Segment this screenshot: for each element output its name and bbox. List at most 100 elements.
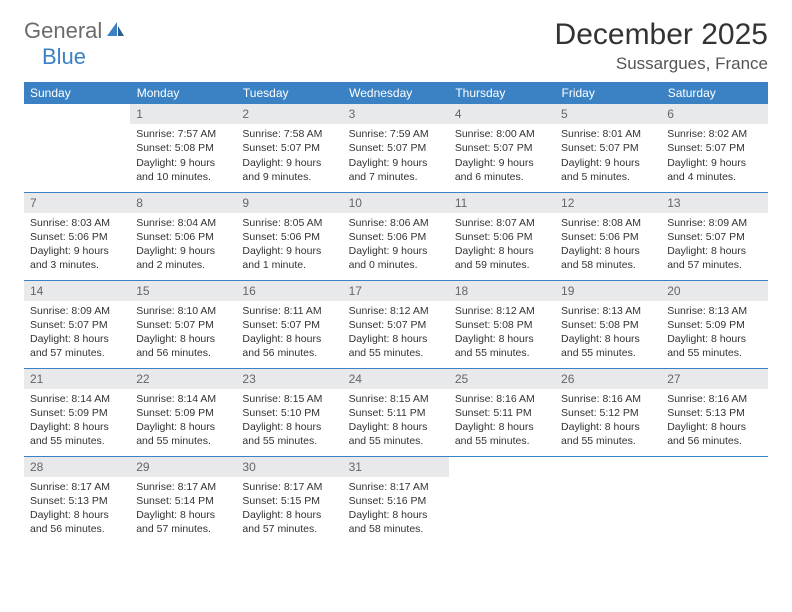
sunset-text: Sunset: 5:14 PM [136,494,230,508]
daylight-text: Daylight: 8 hours and 56 minutes. [242,332,336,360]
daylight-text: Daylight: 8 hours and 55 minutes. [667,332,761,360]
day-details: Sunrise: 8:14 AMSunset: 5:09 PMDaylight:… [130,389,236,453]
sunrise-text: Sunrise: 8:06 AM [349,216,443,230]
day-number: 26 [555,369,661,389]
sunset-text: Sunset: 5:07 PM [561,141,655,155]
day-number [555,457,661,477]
daylight-text: Daylight: 9 hours and 1 minute. [242,244,336,272]
sunset-text: Sunset: 5:06 PM [455,230,549,244]
sunrise-text: Sunrise: 8:16 AM [667,392,761,406]
calendar-cell: 7Sunrise: 8:03 AMSunset: 5:06 PMDaylight… [24,192,130,280]
day-details: Sunrise: 8:10 AMSunset: 5:07 PMDaylight:… [130,301,236,365]
calendar-cell: 3Sunrise: 7:59 AMSunset: 5:07 PMDaylight… [343,104,449,192]
day-details: Sunrise: 8:06 AMSunset: 5:06 PMDaylight:… [343,213,449,277]
calendar-cell: 4Sunrise: 8:00 AMSunset: 5:07 PMDaylight… [449,104,555,192]
logo: General [24,18,127,44]
calendar-cell: 12Sunrise: 8:08 AMSunset: 5:06 PMDayligh… [555,192,661,280]
day-number: 17 [343,281,449,301]
day-number: 3 [343,104,449,124]
day-details: Sunrise: 8:17 AMSunset: 5:16 PMDaylight:… [343,477,449,541]
daylight-text: Daylight: 8 hours and 55 minutes. [136,420,230,448]
sunrise-text: Sunrise: 8:09 AM [30,304,124,318]
sunset-text: Sunset: 5:06 PM [349,230,443,244]
day-details: Sunrise: 8:02 AMSunset: 5:07 PMDaylight:… [661,124,767,188]
day-number [449,457,555,477]
sunrise-text: Sunrise: 8:01 AM [561,127,655,141]
sunset-text: Sunset: 5:11 PM [455,406,549,420]
calendar-cell: 8Sunrise: 8:04 AMSunset: 5:06 PMDaylight… [130,192,236,280]
calendar-cell: 9Sunrise: 8:05 AMSunset: 5:06 PMDaylight… [236,192,342,280]
sunset-text: Sunset: 5:07 PM [667,141,761,155]
day-number: 27 [661,369,767,389]
sunset-text: Sunset: 5:07 PM [349,318,443,332]
weekday-header: Saturday [661,82,767,104]
month-title: December 2025 [555,18,768,52]
day-details: Sunrise: 8:09 AMSunset: 5:07 PMDaylight:… [24,301,130,365]
day-number: 19 [555,281,661,301]
calendar-cell: 22Sunrise: 8:14 AMSunset: 5:09 PMDayligh… [130,368,236,456]
day-number: 20 [661,281,767,301]
calendar-row: 21Sunrise: 8:14 AMSunset: 5:09 PMDayligh… [24,368,768,456]
day-number: 10 [343,193,449,213]
day-details: Sunrise: 8:13 AMSunset: 5:09 PMDaylight:… [661,301,767,365]
location: Sussargues, France [555,54,768,74]
day-number: 11 [449,193,555,213]
sunrise-text: Sunrise: 8:10 AM [136,304,230,318]
day-number: 8 [130,193,236,213]
sunrise-text: Sunrise: 8:16 AM [455,392,549,406]
sunrise-text: Sunrise: 8:14 AM [136,392,230,406]
day-details: Sunrise: 8:09 AMSunset: 5:07 PMDaylight:… [661,213,767,277]
calendar-cell: 28Sunrise: 8:17 AMSunset: 5:13 PMDayligh… [24,456,130,544]
sunrise-text: Sunrise: 8:12 AM [349,304,443,318]
daylight-text: Daylight: 9 hours and 0 minutes. [349,244,443,272]
calendar-cell: 29Sunrise: 8:17 AMSunset: 5:14 PMDayligh… [130,456,236,544]
calendar-cell: 15Sunrise: 8:10 AMSunset: 5:07 PMDayligh… [130,280,236,368]
day-number: 2 [236,104,342,124]
day-number: 22 [130,369,236,389]
logo-text-general: General [24,18,102,44]
sunset-text: Sunset: 5:09 PM [30,406,124,420]
day-details: Sunrise: 8:08 AMSunset: 5:06 PMDaylight:… [555,213,661,277]
calendar-cell: 31Sunrise: 8:17 AMSunset: 5:16 PMDayligh… [343,456,449,544]
daylight-text: Daylight: 8 hours and 55 minutes. [349,420,443,448]
sunset-text: Sunset: 5:09 PM [136,406,230,420]
day-details: Sunrise: 8:03 AMSunset: 5:06 PMDaylight:… [24,213,130,277]
sunrise-text: Sunrise: 8:11 AM [242,304,336,318]
sunset-text: Sunset: 5:13 PM [667,406,761,420]
day-number: 23 [236,369,342,389]
sunrise-text: Sunrise: 8:13 AM [561,304,655,318]
sunrise-text: Sunrise: 8:09 AM [667,216,761,230]
day-details: Sunrise: 8:16 AMSunset: 5:11 PMDaylight:… [449,389,555,453]
day-details: Sunrise: 7:58 AMSunset: 5:07 PMDaylight:… [236,124,342,188]
daylight-text: Daylight: 9 hours and 5 minutes. [561,156,655,184]
day-number: 31 [343,457,449,477]
calendar-row: 14Sunrise: 8:09 AMSunset: 5:07 PMDayligh… [24,280,768,368]
sunset-text: Sunset: 5:07 PM [242,318,336,332]
daylight-text: Daylight: 8 hours and 55 minutes. [455,420,549,448]
sunrise-text: Sunrise: 8:16 AM [561,392,655,406]
sunrise-text: Sunrise: 8:13 AM [667,304,761,318]
calendar-cell: 10Sunrise: 8:06 AMSunset: 5:06 PMDayligh… [343,192,449,280]
sunrise-text: Sunrise: 8:00 AM [455,127,549,141]
day-number: 28 [24,457,130,477]
sunset-text: Sunset: 5:06 PM [561,230,655,244]
sunset-text: Sunset: 5:06 PM [242,230,336,244]
daylight-text: Daylight: 8 hours and 59 minutes. [455,244,549,272]
calendar-cell: 16Sunrise: 8:11 AMSunset: 5:07 PMDayligh… [236,280,342,368]
daylight-text: Daylight: 8 hours and 55 minutes. [561,332,655,360]
sunrise-text: Sunrise: 8:14 AM [30,392,124,406]
daylight-text: Daylight: 8 hours and 57 minutes. [667,244,761,272]
day-details: Sunrise: 8:12 AMSunset: 5:08 PMDaylight:… [449,301,555,365]
day-details: Sunrise: 8:04 AMSunset: 5:06 PMDaylight:… [130,213,236,277]
daylight-text: Daylight: 9 hours and 7 minutes. [349,156,443,184]
weekday-header: Tuesday [236,82,342,104]
daylight-text: Daylight: 8 hours and 56 minutes. [136,332,230,360]
day-details: Sunrise: 7:59 AMSunset: 5:07 PMDaylight:… [343,124,449,188]
day-details: Sunrise: 7:57 AMSunset: 5:08 PMDaylight:… [130,124,236,188]
daylight-text: Daylight: 9 hours and 2 minutes. [136,244,230,272]
calendar-cell: 27Sunrise: 8:16 AMSunset: 5:13 PMDayligh… [661,368,767,456]
weekday-header: Sunday [24,82,130,104]
calendar-table: Sunday Monday Tuesday Wednesday Thursday… [24,82,768,544]
weekday-header: Wednesday [343,82,449,104]
sunset-text: Sunset: 5:16 PM [349,494,443,508]
